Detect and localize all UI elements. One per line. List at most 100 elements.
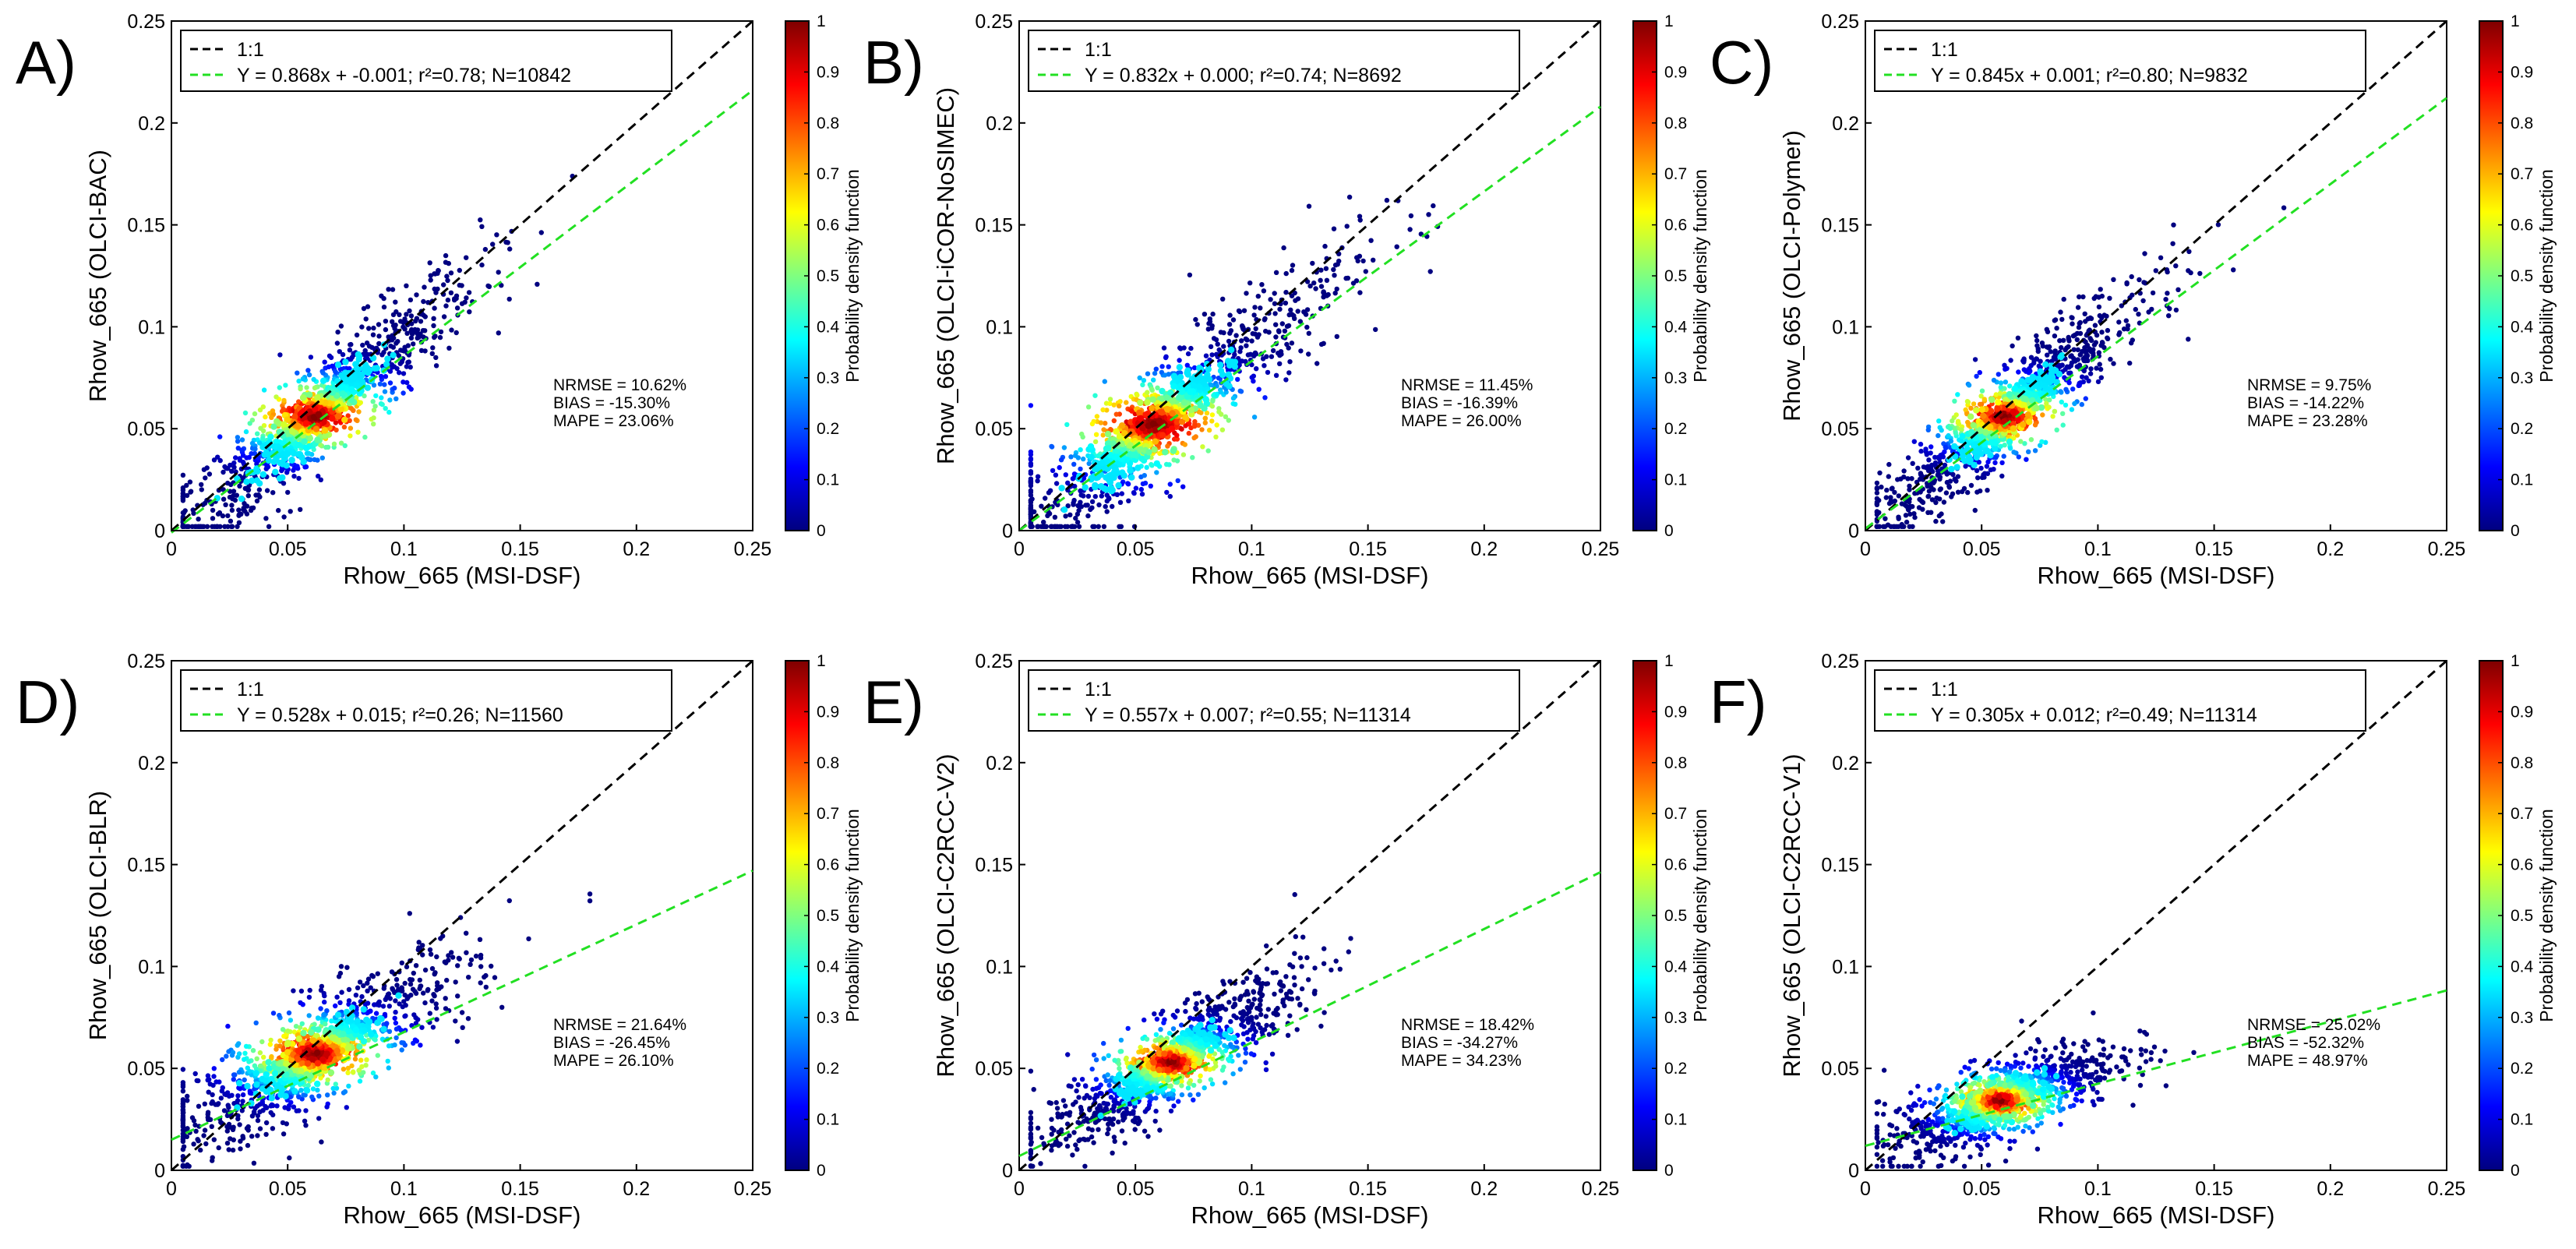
colorbar-tick-label: 0.5 [1664,267,1687,285]
colorbar-tick-label: 0.5 [2511,267,2533,285]
x-tick-label: 0.2 [1470,1178,1498,1200]
stat-line: MAPE = 34.23% [1401,1052,1522,1070]
legend-entry-fit: Y = 0.868x + -0.001; r²=0.78; N=10842 [237,65,571,86]
y-tick-label: 0 [154,520,165,542]
stat-line: BIAS = -52.32% [2247,1034,2364,1052]
legend-entry-1to1: 1:1 [1085,679,1112,700]
colorbar-tick-label: 0.7 [2511,805,2533,823]
scatter-points [1028,891,1353,1170]
colorbar-tick-label: 0.6 [1664,856,1687,874]
colorbar-tick-label: 0.4 [817,958,840,976]
x-tick-label: 0.1 [390,538,418,560]
fit-line [171,870,753,1141]
panel-e: E) 0 0.05 0.1 0.15 0.2 0.25 0 0.05 0.1 0.15 0.2 0.25… [863,651,1710,1229]
fit-line [171,89,753,534]
x-tick-label: 0.15 [2195,538,2233,560]
colorbar-tick-label: 1 [2511,652,2520,670]
stat-line: MAPE = 26.10% [553,1052,674,1070]
stat-line: MAPE = 23.06% [553,412,674,430]
x-tick-label: 0.15 [1349,538,1387,560]
y-tick-label: 0.05 [1821,1058,1859,1080]
colorbar-tick-label: 0.3 [1664,369,1687,387]
legend: 1:1 Y = 0.305x + 0.012; r²=0.49; N=11314 [1874,669,2366,732]
stat-line: NRMSE = 18.42% [1401,1016,1534,1034]
colorbar-label: Probability density function [2536,169,2557,383]
stat-line: BIAS = -16.39% [1401,394,1518,412]
x-tick-label: 0 [1860,1178,1871,1200]
one-to-one-line [1865,19,2447,532]
x-tick-label: 0.15 [2195,1178,2233,1200]
one-to-one-line [171,659,753,1172]
panel-f: F) 0 0.05 0.1 0.15 0.2 0.25 0 0.05 0.1 0.15 0.2 0.25… [1710,651,2557,1229]
colorbar-tick-label: 0 [817,522,826,540]
legend-entry-fit: Y = 0.557x + 0.007; r²=0.55; N=11314 [1085,704,1411,726]
colorbar-tick-label: 0.2 [2511,1060,2533,1078]
y-tick-label: 0.15 [1821,855,1859,877]
y-tick-label: 0.05 [1821,418,1859,440]
legend: 1:1 Y = 0.845x + 0.001; r²=0.80; N=9832 [1874,30,2366,92]
y-tick-label: 0.2 [986,753,1013,774]
y-tick-label: 0.25 [127,11,165,33]
y-tick-label: 0.05 [127,418,165,440]
stat-line: BIAS = -14.22% [2247,394,2364,412]
y-tick-label: 0.25 [127,651,165,672]
colorbar-tick-label: 0.3 [1664,1009,1687,1027]
y-tick-label: 0.25 [1821,11,1859,33]
y-tick-label: 0.1 [138,956,165,978]
x-tick-label: 0.2 [623,1178,650,1200]
colorbar-tick-label: 0.9 [2511,703,2533,721]
colorbar-tick-label: 0 [1664,1162,1674,1180]
legend: 1:1 Y = 0.868x + -0.001; r²=0.78; N=10842 [180,30,672,92]
fit-line [1018,105,1601,532]
legend-box [1028,30,1520,92]
colorbar-tick-label: 0.2 [1664,1060,1687,1078]
y-tick-label: 0.2 [138,753,165,774]
colorbar-tick-label: 0.8 [817,115,839,132]
y-tick-label: 0 [154,1160,165,1182]
x-tick-label: 0.15 [501,538,539,560]
x-tick-label: 0.1 [390,1178,418,1200]
colorbar-tick-label: 0.4 [2511,318,2534,336]
stat-line: MAPE = 48.97% [2247,1052,2368,1070]
x-tick-label: 0.2 [2317,1178,2344,1200]
y-axis-label: Rhow_665 (OLCI-C2RCC-V1) [1778,753,1805,1077]
colorbar-tick-label: 0.2 [817,420,839,438]
x-axis-label: Rhow_665 (MSI-DSF) [344,1201,581,1229]
x-axis-label: Rhow_665 (MSI-DSF) [2038,1201,2275,1229]
colorbar-tick-label: 0.6 [817,217,839,235]
colorbar-tick-label: 0.5 [1664,907,1687,925]
y-axis-label: Rhow_665 (OLCI-C2RCC-V2) [932,753,959,1077]
x-tick-label: 0 [1014,1178,1025,1200]
x-tick-label: 0 [1860,538,1871,560]
legend-entry-fit: Y = 0.832x + 0.000; r²=0.74; N=8692 [1085,65,1402,86]
scatter-points [180,891,593,1170]
colorbar-tick-label: 1 [2511,12,2520,30]
panel-label: A) [16,28,76,97]
x-tick-label: 0 [1014,538,1025,560]
legend: 1:1 Y = 0.557x + 0.007; r²=0.55; N=11314 [1028,669,1520,732]
colorbar-tick-label: 0.8 [2511,754,2533,772]
stat-line: MAPE = 26.00% [1401,412,1522,430]
legend-entry-1to1: 1:1 [1931,39,1958,61]
legend-entry-1to1: 1:1 [1931,679,1958,700]
y-tick-label: 0.1 [138,316,165,338]
y-tick-label: 0.1 [986,956,1013,978]
colorbar-tick-label: 0.1 [1664,471,1687,489]
colorbar-tick-label: 0.3 [817,1009,839,1027]
colorbar-tick-label: 0.1 [2511,1111,2533,1129]
legend-box [180,669,672,732]
y-tick-label: 0.25 [1821,651,1859,672]
panel-label: F) [1710,668,1767,736]
x-tick-label: 0.05 [1963,1178,2001,1200]
legend-entry-fit: Y = 0.528x + 0.015; r²=0.26; N=11560 [237,704,563,726]
y-tick-label: 0.25 [975,651,1013,672]
x-tick-label: 0.25 [1582,538,1620,560]
x-tick-label: 0.15 [501,1178,539,1200]
fit-line [1018,871,1601,1158]
colorbar-tick-label: 0.2 [2511,420,2533,438]
colorbar-tick-label: 0.8 [2511,115,2533,132]
y-tick-label: 0.05 [975,1058,1013,1080]
y-tick-label: 0.1 [986,316,1013,338]
colorbar-tick-label: 0.9 [2511,63,2533,81]
